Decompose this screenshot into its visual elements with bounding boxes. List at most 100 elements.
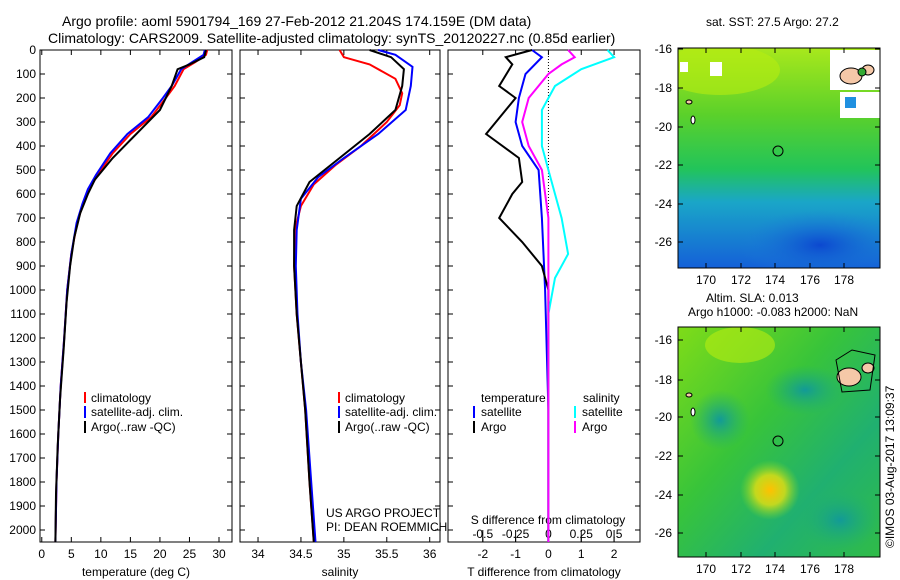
sst-map: sat. SST: 27.5 Argo: 27.2 170 172 174 176 17…	[655, 15, 881, 287]
legend-satellite-label: satellite-adj. clim.	[91, 405, 183, 419]
lat-tick-label: -24	[655, 488, 673, 502]
x-axis-label: salinity	[322, 565, 359, 579]
series-s-satellite	[540, 49, 616, 542]
depth-tick-label: 1800	[9, 475, 36, 489]
sla-map-title: Altim. SLA: 0.013	[706, 291, 799, 305]
legend-t-satellite-label: satellite	[481, 405, 522, 419]
legend-temperature-heading: temperature	[481, 391, 546, 405]
lat-tick-label: -18	[655, 373, 673, 387]
difference-panel: -2 -1 0 1 2 T difference from climatology -0.5…	[447, 49, 641, 579]
series-t-argo	[484, 49, 550, 542]
sla-low-patch	[690, 390, 750, 450]
x-tick-label: 5	[68, 547, 75, 561]
salinity-legend: climatology satellite-adj. clim. Argo(..…	[338, 391, 437, 434]
x-tick-label: -2	[477, 547, 488, 561]
series-t-satellite	[514, 49, 550, 542]
x-tick-label: 20	[153, 547, 167, 561]
depth-tick-label: 900	[16, 259, 36, 273]
s-tick-label: -0.25	[502, 527, 530, 541]
lat-tick-label: -22	[655, 449, 673, 463]
series-climatology	[54, 49, 209, 543]
lon-tick-label: 170	[696, 562, 716, 576]
sla-map: Altim. SLA: 0.013 Argo h1000: -0.083 h20…	[655, 291, 881, 576]
x-tick-label: -1	[510, 547, 521, 561]
s-tick-label: 0.25	[570, 527, 594, 541]
depth-tick-label: 200	[16, 91, 36, 105]
lon-tick-label: 170	[696, 273, 716, 287]
depth-tick-label: 1500	[9, 403, 36, 417]
sla-low-patch	[765, 365, 845, 415]
sst-cloud-gap	[710, 62, 722, 76]
lat-tick-label: -20	[655, 410, 673, 424]
imos-timestamp: ©IMOS 03-Aug-2017 13:09:37	[883, 385, 897, 548]
sst-cloud-gap	[680, 62, 688, 72]
sst-cold-patch	[740, 210, 880, 268]
legend-climatology-label: climatology	[91, 391, 151, 405]
lat-tick-label: -18	[655, 81, 673, 95]
x-tick-label: 30	[212, 547, 226, 561]
series-satellite-adj-clim-	[294, 49, 414, 543]
lon-tick-label: 172	[731, 562, 751, 576]
difference-legend: temperature satellite Argo salinity sate…	[473, 391, 623, 434]
sst-map-frame	[677, 47, 881, 269]
x-tick-label: 0	[545, 547, 552, 561]
project-credit: US ARGO PROJECT	[326, 506, 441, 520]
legend-argo-label: Argo(..raw -QC)	[91, 420, 176, 434]
sst-map-title: sat. SST: 27.5 Argo: 27.2	[706, 15, 839, 29]
depth-tick-label: 1600	[9, 427, 36, 441]
sla-high-patch	[740, 460, 800, 520]
lon-tick-label: 174	[765, 562, 785, 576]
depth-tick-label: 100	[16, 67, 36, 81]
temperature-panel: 0 5 10 15 20 25 30 temperature (deg C) 0 100 200 30…	[9, 43, 233, 579]
plot-frame	[239, 49, 441, 543]
lat-tick-label: -20	[655, 120, 673, 134]
lon-tick-label: 172	[731, 273, 751, 287]
series-s-argo	[521, 49, 577, 542]
legend-argo-label: Argo(..raw -QC)	[345, 420, 430, 434]
lon-tick-label: 178	[834, 273, 854, 287]
depth-tick-label: 1400	[9, 379, 36, 393]
series-argo-raw-qc-	[293, 49, 405, 543]
x-tick-label: 34.5	[289, 547, 313, 561]
lon-tick-label: 176	[800, 273, 820, 287]
legend-salinity-heading: salinity	[583, 391, 620, 405]
lon-tick-label: 176	[800, 562, 820, 576]
depth-tick-label: 700	[16, 211, 36, 225]
legend-s-satellite-label: satellite	[582, 405, 623, 419]
pi-credit: PI: DEAN ROEMMICH	[326, 520, 447, 534]
x-tick-label: 35	[337, 547, 351, 561]
depth-tick-label: 0	[29, 43, 36, 57]
depth-tick-label: 600	[16, 187, 36, 201]
depth-tick-label: 1300	[9, 355, 36, 369]
lat-tick-label: -16	[655, 333, 673, 347]
sst-cold-pixel	[845, 97, 856, 108]
lat-tick-label: -24	[655, 197, 673, 211]
x-tick-label: 25	[183, 547, 197, 561]
lat-tick-label: -26	[655, 526, 673, 540]
sla-low-patch	[800, 490, 880, 550]
x-axis-label: temperature (deg C)	[82, 565, 190, 579]
legend-t-argo-label: Argo	[481, 420, 507, 434]
s-tick-label: 0.5	[606, 527, 623, 541]
lat-tick-label: -16	[655, 42, 673, 56]
x-tick-label: 15	[124, 547, 138, 561]
sst-warm-patch	[678, 48, 780, 95]
salinity-panel: 34 34.5 35 35.5 36 salinity	[239, 49, 441, 579]
lat-tick-label: -22	[655, 158, 673, 172]
depth-tick-label: 2000	[9, 523, 36, 537]
x-tick-label: 2	[611, 547, 618, 561]
depth-tick-label: 300	[16, 115, 36, 129]
depth-tick-label: 400	[16, 139, 36, 153]
figure-title-line2: Climatology: CARS2009. Satellite-adjuste…	[48, 30, 615, 46]
depth-tick-label: 800	[16, 235, 36, 249]
fiji-islands	[685, 64, 875, 125]
fiji-islands	[685, 349, 876, 417]
plot-frame	[39, 49, 233, 543]
lon-tick-label: 178	[834, 562, 854, 576]
depth-tick-label: 1100	[10, 307, 36, 321]
legend-s-argo-label: Argo	[582, 420, 608, 434]
x-tick-label: 34	[251, 547, 265, 561]
plot-frame	[447, 49, 641, 543]
temperature-legend: climatology satellite-adj. clim. Argo(..…	[84, 391, 183, 434]
argo-position-marker	[772, 435, 784, 447]
